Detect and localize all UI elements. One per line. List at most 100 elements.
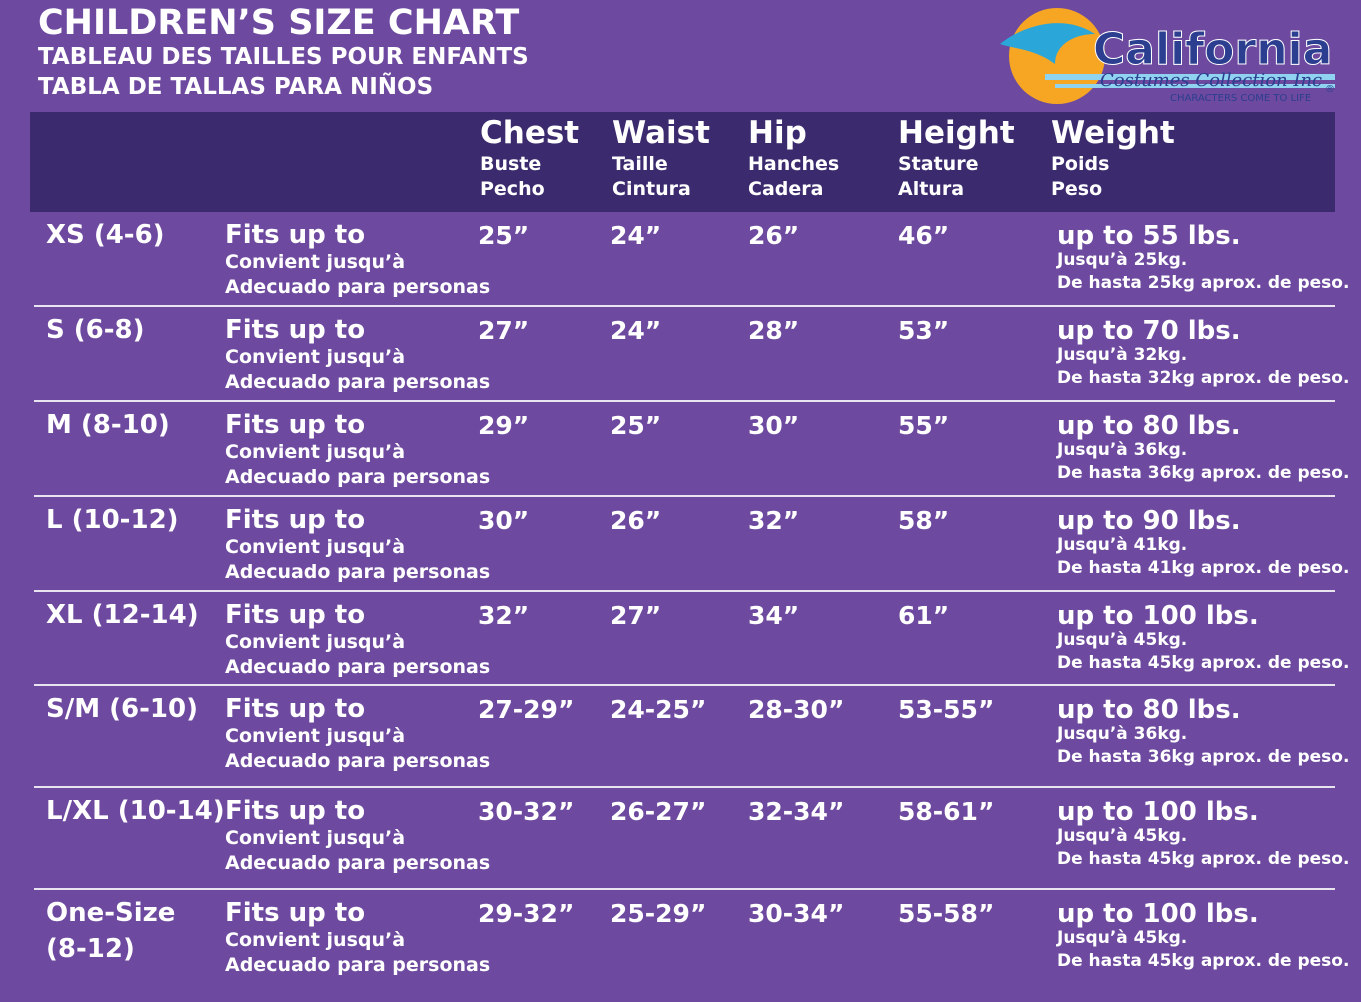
- measurement: 27”: [478, 316, 530, 345]
- size-label: (8-12): [46, 934, 135, 964]
- weight-fr: Jusqu’à 32kg.: [1057, 345, 1188, 365]
- logo-sub: Costumes Collection Inc: [1100, 70, 1322, 91]
- weight-fr: Jusqu’à 45kg.: [1057, 826, 1188, 846]
- row-separator: [34, 590, 1335, 592]
- weight-es: De hasta 45kg aprox. de peso.: [1057, 653, 1350, 673]
- measurement: 24”: [610, 221, 662, 250]
- measurement: 28-30”: [748, 695, 845, 724]
- measurement: 58”: [898, 506, 950, 535]
- row-separator: [34, 684, 1335, 686]
- measurement: 30”: [478, 506, 530, 535]
- fits-fr: Convient jusqu’à: [225, 346, 406, 368]
- column-header-fr: Taille: [612, 153, 668, 175]
- measurement: 26-27”: [610, 797, 707, 826]
- logo-stripe: [1045, 74, 1335, 80]
- measurement: 55”: [898, 411, 950, 440]
- fits-label: Fits up to: [225, 898, 366, 928]
- column-header-fr: Stature: [898, 153, 979, 175]
- measurement: 29-32”: [478, 899, 575, 928]
- weight-fr: Jusqu’à 45kg.: [1057, 928, 1188, 948]
- measurement: 61”: [898, 601, 950, 630]
- weight-es: De hasta 25kg aprox. de peso.: [1057, 273, 1350, 293]
- measurement: 25-29”: [610, 899, 707, 928]
- column-header-fr: Buste: [480, 153, 542, 175]
- column-header: Waist: [612, 115, 710, 151]
- fits-es: Adecuado para personas: [225, 276, 491, 298]
- column-header-es: Cintura: [612, 178, 691, 200]
- size-label: S (6-8): [46, 315, 145, 345]
- measurement: 26”: [610, 506, 662, 535]
- fits-es: Adecuado para personas: [225, 371, 491, 393]
- logo-stripe: [1055, 84, 1335, 88]
- header-band: [30, 112, 1335, 212]
- measurement: 46”: [898, 221, 950, 250]
- column-header-es: Altura: [898, 178, 965, 200]
- fits-fr: Convient jusqu’à: [225, 631, 406, 653]
- logo-tagline: CHARACTERS COME TO LIFE: [1170, 93, 1311, 104]
- measurement: 53”: [898, 316, 950, 345]
- measurement: 55-58”: [898, 899, 995, 928]
- column-header-fr: Hanches: [748, 153, 840, 175]
- weight-es: De hasta 45kg aprox. de peso.: [1057, 849, 1350, 869]
- subtitle: TABLEAU DES TAILLES POUR ENFANTS: [38, 44, 529, 70]
- size-label: M (8-10): [46, 410, 170, 440]
- measurement: 34”: [748, 601, 800, 630]
- measurement: 24”: [610, 316, 662, 345]
- row-separator: [34, 888, 1335, 890]
- weight-label: up to 80 lbs.: [1057, 411, 1241, 441]
- weight-fr: Jusqu’à 36kg.: [1057, 440, 1188, 460]
- size-label: L (10-12): [46, 505, 179, 535]
- measurement: 25”: [478, 221, 530, 250]
- fits-label: Fits up to: [225, 505, 366, 535]
- row-separator: [34, 786, 1335, 788]
- measurement: 24-25”: [610, 695, 707, 724]
- measurement: 27-29”: [478, 695, 575, 724]
- measurement: 53-55”: [898, 695, 995, 724]
- row-separator: [34, 400, 1335, 402]
- measurement: 30-32”: [478, 797, 575, 826]
- logo: California Costumes Collection Inc CHARA…: [1000, 8, 1335, 104]
- size-label: XS (4-6): [46, 220, 165, 250]
- fits-fr: Convient jusqu’à: [225, 725, 406, 747]
- measurement: 32-34”: [748, 797, 845, 826]
- column-header: Hip: [748, 115, 807, 151]
- measurement: 29”: [478, 411, 530, 440]
- measurement: 30-34”: [748, 899, 845, 928]
- fits-fr: Convient jusqu’à: [225, 827, 406, 849]
- measurement: 30”: [748, 411, 800, 440]
- measurement: 32”: [748, 506, 800, 535]
- subtitle: TABLA DE TALLAS PARA NIÑOS: [38, 74, 434, 100]
- weight-es: De hasta 36kg aprox. de peso.: [1057, 747, 1350, 767]
- fits-fr: Convient jusqu’à: [225, 441, 406, 463]
- weight-es: De hasta 45kg aprox. de peso.: [1057, 951, 1350, 971]
- weight-label: up to 100 lbs.: [1057, 601, 1259, 631]
- column-header: Weight: [1051, 115, 1175, 151]
- row-separator: [34, 495, 1335, 497]
- column-header: Chest: [480, 115, 580, 151]
- weight-fr: Jusqu’à 45kg.: [1057, 630, 1188, 650]
- fits-label: Fits up to: [225, 220, 366, 250]
- weight-es: De hasta 36kg aprox. de peso.: [1057, 463, 1350, 483]
- fits-es: Adecuado para personas: [225, 466, 491, 488]
- weight-label: up to 80 lbs.: [1057, 695, 1241, 725]
- weight-label: up to 55 lbs.: [1057, 221, 1241, 251]
- measurement: 32”: [478, 601, 530, 630]
- fits-es: Adecuado para personas: [225, 561, 491, 583]
- fits-es: Adecuado para personas: [225, 954, 491, 976]
- size-label: XL (12-14): [46, 600, 199, 630]
- fits-label: Fits up to: [225, 315, 366, 345]
- weight-label: up to 100 lbs.: [1057, 899, 1259, 929]
- weight-label: up to 100 lbs.: [1057, 797, 1259, 827]
- logo-sun: [1009, 8, 1105, 104]
- fits-label: Fits up to: [225, 796, 366, 826]
- weight-fr: Jusqu’à 25kg.: [1057, 250, 1188, 270]
- size-label: One-Size: [46, 898, 176, 928]
- size-label: L/XL (10-14): [46, 796, 225, 826]
- weight-label: up to 70 lbs.: [1057, 316, 1241, 346]
- fits-label: Fits up to: [225, 410, 366, 440]
- weight-es: De hasta 41kg aprox. de peso.: [1057, 558, 1350, 578]
- title: CHILDREN’S SIZE CHART: [38, 3, 520, 43]
- row-separator: [34, 305, 1335, 307]
- column-header-fr: Poids: [1051, 153, 1110, 175]
